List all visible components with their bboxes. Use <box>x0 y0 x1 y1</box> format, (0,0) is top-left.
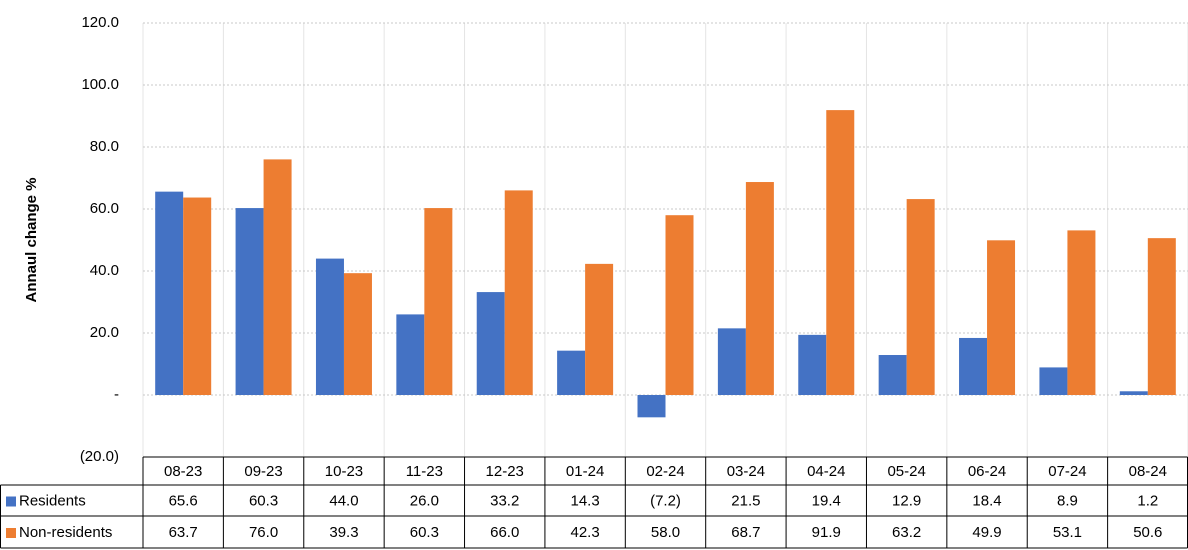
y-tick-label: 80.0 <box>90 138 119 155</box>
bar <box>504 190 533 395</box>
y-axis-label: Annaul change % <box>23 177 40 302</box>
x-tick-label: 07-24 <box>1048 463 1086 480</box>
table-value: 42.3 <box>571 524 600 541</box>
x-tick-label: 10-23 <box>325 463 363 480</box>
y-tick-label: (20.0) <box>80 448 119 465</box>
table-value: 63.7 <box>169 524 198 541</box>
bar <box>396 314 425 395</box>
bar <box>343 273 372 395</box>
table-value: 49.9 <box>972 524 1001 541</box>
y-tick-label: 120.0 <box>81 14 119 31</box>
table-value: 58.0 <box>651 524 680 541</box>
bar <box>717 328 746 395</box>
legend-label: Residents <box>19 492 86 509</box>
bar <box>263 159 292 395</box>
bar <box>155 191 184 395</box>
y-tick-label: 20.0 <box>90 324 119 341</box>
bar <box>557 350 586 395</box>
table-value: 39.3 <box>329 524 358 541</box>
x-tick-label: 08-23 <box>164 463 202 480</box>
x-tick-label: 03-24 <box>727 463 765 480</box>
table-value: 66.0 <box>490 524 519 541</box>
bar <box>878 355 907 395</box>
x-tick-label: 08-24 <box>1129 463 1167 480</box>
table-value: 18.4 <box>972 492 1001 509</box>
bar <box>1039 367 1068 395</box>
x-tick-label: 06-24 <box>968 463 1006 480</box>
bar <box>637 395 666 418</box>
table-value: 53.1 <box>1053 524 1082 541</box>
table-value: 50.6 <box>1133 524 1162 541</box>
x-tick-label: 09-23 <box>244 463 282 480</box>
table-value: 14.3 <box>571 492 600 509</box>
bar <box>959 337 988 395</box>
table-value: 65.6 <box>169 492 198 509</box>
table-value: 60.3 <box>249 492 278 509</box>
table-value: 63.2 <box>892 524 921 541</box>
bar <box>315 258 344 395</box>
y-tick-label: 60.0 <box>90 200 119 217</box>
table-value: (7.2) <box>650 492 681 509</box>
x-tick-label: 05-24 <box>887 463 925 480</box>
x-tick-label: 04-24 <box>807 463 845 480</box>
bar <box>665 215 694 395</box>
table-value: 21.5 <box>731 492 760 509</box>
table-value: 44.0 <box>329 492 358 509</box>
table-value: 68.7 <box>731 524 760 541</box>
bar <box>235 208 264 395</box>
y-tick-label: 100.0 <box>81 76 119 93</box>
bar <box>1119 391 1148 395</box>
bar <box>906 199 935 395</box>
table-value: 26.0 <box>410 492 439 509</box>
table-value: 12.9 <box>892 492 921 509</box>
table-value: 76.0 <box>249 524 278 541</box>
bar <box>798 334 827 395</box>
x-tick-label: 12-23 <box>486 463 524 480</box>
x-tick-label: 02-24 <box>646 463 684 480</box>
y-tick-label: 40.0 <box>90 262 119 279</box>
legend-label: Non-residents <box>19 524 112 541</box>
bar <box>1147 238 1176 395</box>
x-tick-label: 01-24 <box>566 463 604 480</box>
legend-swatch <box>6 496 16 507</box>
table-value: 19.4 <box>812 492 841 509</box>
bar <box>585 263 614 395</box>
bar <box>987 240 1016 395</box>
bar <box>826 110 855 396</box>
table-value: 1.2 <box>1137 492 1158 509</box>
bar <box>745 182 774 395</box>
legend-swatch <box>6 528 16 538</box>
bar <box>183 197 212 395</box>
table-value: 33.2 <box>490 492 519 509</box>
bar <box>424 208 453 395</box>
y-tick-label: - <box>114 386 119 403</box>
bar <box>1067 230 1096 395</box>
x-tick-label: 11-23 <box>406 463 443 480</box>
table-value: 60.3 <box>410 524 439 541</box>
table-value: 8.9 <box>1057 492 1078 509</box>
table-value: 91.9 <box>812 524 841 541</box>
bar <box>476 292 505 395</box>
